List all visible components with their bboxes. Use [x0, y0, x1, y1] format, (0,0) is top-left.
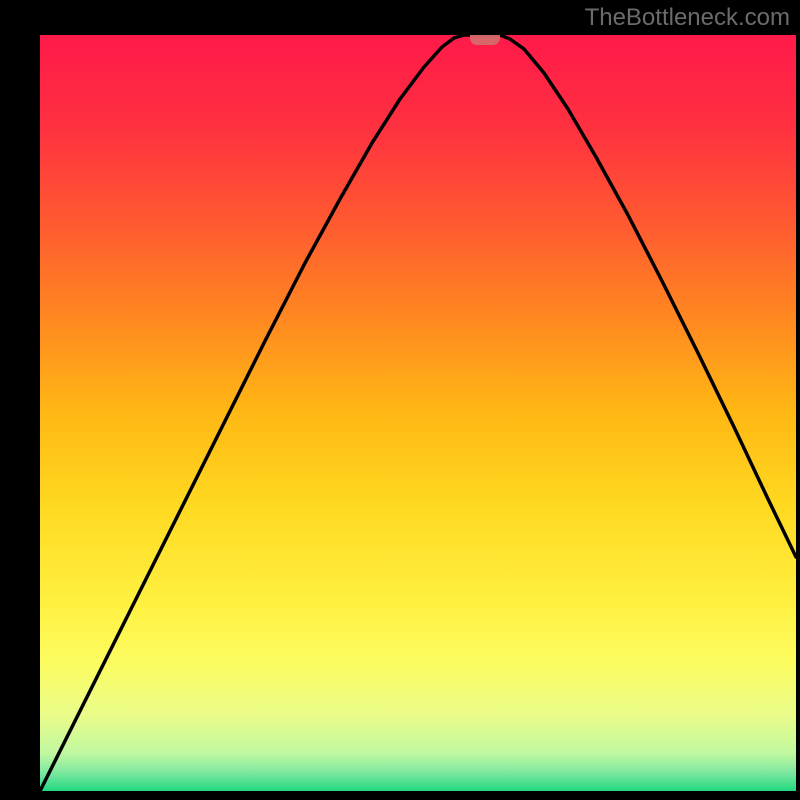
watermark-text: TheBottleneck.com: [585, 4, 790, 32]
curve-layer: [40, 35, 796, 791]
bottleneck-curve: [40, 35, 796, 791]
chart-container: { "watermark": { "text": "TheBottleneck.…: [0, 0, 800, 800]
plot-area: [40, 35, 796, 791]
optimal-marker: [470, 35, 500, 45]
